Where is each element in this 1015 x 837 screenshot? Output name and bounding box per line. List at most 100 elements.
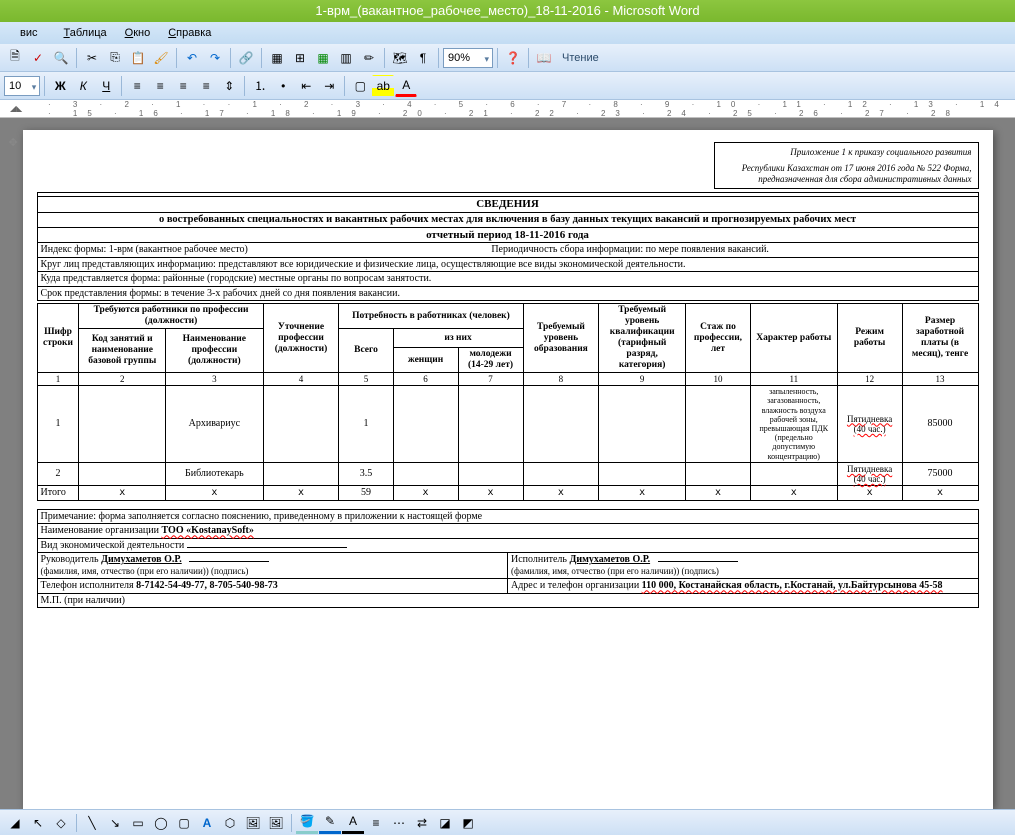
rectangle-icon[interactable]: ▭ (127, 812, 149, 834)
diagram-icon[interactable]: ⬡ (219, 812, 241, 834)
autoshapes-icon[interactable]: ◇ (50, 812, 72, 834)
oval-icon[interactable]: ◯ (150, 812, 172, 834)
window-title: 1-врм_(вакантное_рабочее_место)_18-11-20… (315, 3, 699, 18)
menu-item-service[interactable]: вис (4, 25, 54, 41)
insert-table-icon[interactable]: ⊞ (289, 47, 311, 69)
select-objects-icon[interactable]: ↖ (27, 812, 49, 834)
th-exp: Стаж по профессии, лет (685, 304, 750, 373)
menu-item-help[interactable]: Справка (160, 25, 219, 41)
align-justify-icon[interactable]: ≡ (195, 75, 217, 97)
zoom-combo[interactable]: 90% (443, 48, 493, 68)
ruler-marks: · 3 · 2 · 1 · · 1 · 2 · 3 · 4 · 5 · 6 · … (40, 100, 1015, 118)
th-youth: молодежи (14-29 лет) (458, 348, 523, 373)
note: Примечание: форма заполняется согласно п… (37, 509, 978, 524)
draw-menu-icon[interactable]: ◢ (4, 812, 26, 834)
exec-name: Димухаметов О.Р. (569, 554, 650, 565)
th-clarify: Уточнение профессии (должности) (263, 304, 339, 373)
columns-icon[interactable]: ▥ (335, 47, 357, 69)
underline-button[interactable]: Ч (95, 75, 117, 97)
3d-icon[interactable]: ◩ (457, 812, 479, 834)
head-name: Димухаметов О.Р. (101, 554, 182, 565)
print-preview-icon[interactable]: 🗎 (4, 47, 26, 69)
th-mode: Режим работы (837, 304, 902, 373)
line-spacing-icon[interactable]: ⇕ (218, 75, 240, 97)
undo-icon[interactable]: ↶ (181, 47, 203, 69)
th-edu: Требуемый уровень образования (523, 304, 599, 373)
fill-color-icon[interactable]: 🪣 (296, 812, 318, 834)
spellcheck-icon[interactable]: ✓ (27, 47, 49, 69)
title-table: СВЕДЕНИЯ о востребованных специальностях… (37, 192, 979, 301)
borders-icon[interactable]: ▢ (349, 75, 371, 97)
arrow-icon[interactable]: ↘ (104, 812, 126, 834)
show-marks-icon[interactable]: ¶ (412, 47, 434, 69)
menu-item-table[interactable]: Таблица (56, 25, 115, 41)
data-table: Шифр строки Требуются работники по профе… (37, 303, 979, 501)
insert-excel-icon[interactable]: ▦ (312, 47, 334, 69)
line-color-icon[interactable]: ✎ (319, 812, 341, 834)
menu-item-window[interactable]: Окно (117, 25, 159, 41)
header-table: Приложение 1 к приказу социального разви… (37, 142, 979, 189)
read-label[interactable]: Чтение (556, 52, 605, 64)
shadow-icon[interactable]: ◪ (434, 812, 456, 834)
hyperlink-icon[interactable]: 🔗 (235, 47, 257, 69)
table-anchor-icon[interactable]: ✥ (9, 136, 18, 149)
window-titlebar: 1-врм_(вакантное_рабочее_место)_18-11-20… (0, 0, 1015, 22)
sig-hint-head: (фамилия, имя, отчество (при его наличии… (41, 566, 249, 576)
table-row: 1Архивариус1 запыленность, загазованност… (37, 386, 978, 463)
highlight-icon[interactable]: ab (372, 75, 394, 97)
font-color2-icon[interactable]: A (342, 812, 364, 834)
italic-button[interactable]: К (72, 75, 94, 97)
numbering-icon[interactable]: ⒈ (249, 75, 271, 97)
research-icon[interactable]: 🔍 (50, 47, 72, 69)
document-area[interactable]: ✥ Приложение 1 к приказу социального раз… (0, 118, 1015, 809)
th-char: Характер работы (750, 304, 837, 373)
wordart-icon[interactable]: A (196, 812, 218, 834)
exec-label: Исполнитель (511, 554, 569, 565)
read-icon[interactable]: 📖 (533, 47, 555, 69)
page: ✥ Приложение 1 к приказу социального раз… (23, 130, 993, 809)
doc-subtitle: о востребованных специальностях и вакант… (37, 212, 978, 227)
tables-borders-icon[interactable]: ▦ (266, 47, 288, 69)
horizontal-ruler[interactable]: ◢◣ · 3 · 2 · 1 · · 1 · 2 · 3 · 4 · 5 · 6… (0, 100, 1015, 118)
dash-style-icon[interactable]: ⋯ (388, 812, 410, 834)
drawing-toolbar: ◢ ↖ ◇ ╲ ↘ ▭ ◯ ▢ A ⬡ 🖼 🖼 🪣 ✎ A ≡ ⋯ ⇄ ◪ ◩ (0, 809, 1015, 835)
bullets-icon[interactable]: • (272, 75, 294, 97)
align-right-icon[interactable]: ≡ (172, 75, 194, 97)
formatting-toolbar: 10 Ж К Ч ≡ ≡ ≡ ≡ ⇕ ⒈ • ⇤ ⇥ ▢ ab A (0, 72, 1015, 100)
drawing-icon[interactable]: ✏ (358, 47, 380, 69)
align-left-icon[interactable]: ≡ (126, 75, 148, 97)
cut-icon[interactable]: ✂ (81, 47, 103, 69)
header-note2: Республики Казахстан от 17 июня 2016 год… (721, 163, 972, 184)
th-ofthem: из них (393, 329, 523, 348)
info-periodicity: Периодичность сбора информации: по мере … (491, 244, 769, 255)
clipart-icon[interactable]: 🖼 (242, 812, 264, 834)
font-size-combo[interactable]: 10 (4, 76, 40, 96)
format-painter-icon[interactable]: 🖌 (150, 47, 172, 69)
copy-icon[interactable]: ⎘ (104, 47, 126, 69)
th-qual: Требуемый уровень квалификации (тарифный… (599, 304, 686, 373)
picture-icon[interactable]: 🖼 (265, 812, 287, 834)
textbox-icon[interactable]: ▢ (173, 812, 195, 834)
org-label: Наименование организации (41, 525, 162, 536)
activity-label: Вид экономической деятельности (41, 540, 187, 551)
th-women: женщин (393, 348, 458, 373)
increase-indent-icon[interactable]: ⇥ (318, 75, 340, 97)
help-icon[interactable]: ❓ (502, 47, 524, 69)
bold-button[interactable]: Ж (49, 75, 71, 97)
arrow-style-icon[interactable]: ⇄ (411, 812, 433, 834)
decrease-indent-icon[interactable]: ⇤ (295, 75, 317, 97)
font-color-icon[interactable]: A (395, 75, 417, 97)
align-center-icon[interactable]: ≡ (149, 75, 171, 97)
doc-period: отчетный период 18-11-2016 года (37, 227, 978, 243)
paste-icon[interactable]: 📋 (127, 47, 149, 69)
doc-map-icon[interactable]: 🗺 (389, 47, 411, 69)
line-style-icon[interactable]: ≡ (365, 812, 387, 834)
line-icon[interactable]: ╲ (81, 812, 103, 834)
info-index: Индекс формы: 1-врм (вакантное рабочее м… (41, 244, 489, 256)
mp: М.П. (при наличии) (37, 593, 978, 608)
info-deadline: Срок представления формы: в течение 3-х … (37, 286, 978, 301)
redo-icon[interactable]: ↷ (204, 47, 226, 69)
footer-table: Примечание: форма заполняется согласно п… (37, 509, 979, 609)
phone: 8-7142-54-49-77, 8-705-540-98-73 (136, 580, 278, 591)
table-row: 2Библиотекарь3.5 Пятидневка (40 час.) 75… (37, 462, 978, 486)
